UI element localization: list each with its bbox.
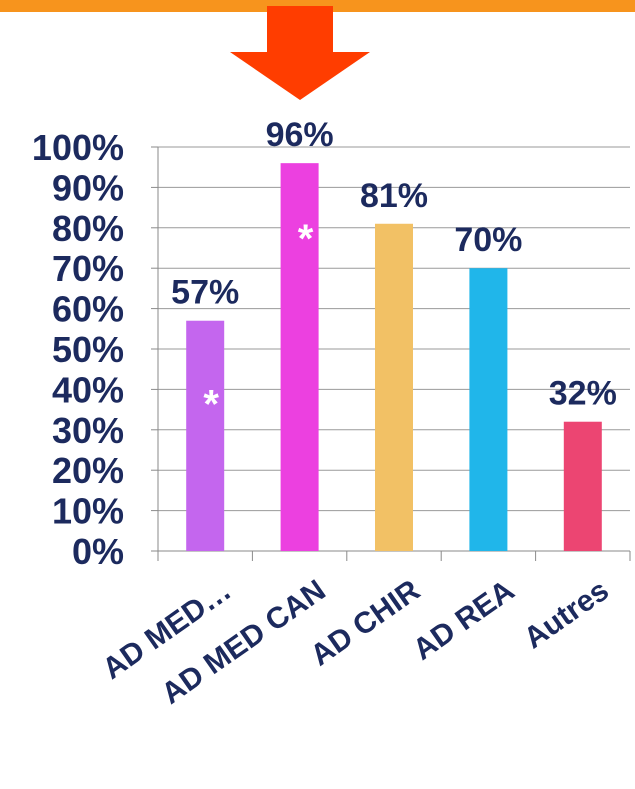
bar	[186, 320, 225, 551]
down-arrow-icon	[230, 6, 370, 100]
value-label: 81%	[360, 177, 428, 215]
value-label: 96%	[266, 116, 334, 154]
x-tick-label: AD MED CAN	[156, 574, 332, 711]
asterisk-marker: *	[203, 383, 219, 427]
value-labels: 57% 96% 81% 70% 32%	[171, 116, 617, 413]
value-label: 70%	[454, 221, 522, 259]
bar	[280, 163, 319, 551]
y-tick-label: 20%	[52, 450, 124, 491]
asterisk-marker: *	[298, 217, 314, 261]
asterisk-markers: **	[203, 217, 313, 427]
x-tick-label: AD REA	[407, 574, 520, 667]
y-tick-label: 80%	[52, 208, 124, 249]
arrow-shape	[230, 6, 370, 100]
y-tick-label: 100%	[32, 127, 124, 168]
bar	[375, 223, 413, 551]
x-tick-label: Autres	[518, 574, 615, 656]
bar	[563, 421, 602, 551]
y-tick-label: 0%	[72, 531, 124, 572]
y-tick-label: 60%	[52, 289, 124, 330]
y-tick-label: 90%	[52, 167, 124, 208]
bars	[186, 163, 602, 551]
value-label: 57%	[171, 274, 239, 312]
y-tick-labels: 0%10%20%30%40%50%60%70%80%90%100%	[32, 127, 124, 572]
y-tick-label: 30%	[52, 410, 124, 451]
y-tick-label: 70%	[52, 248, 124, 289]
bar	[469, 268, 508, 551]
y-tick-label: 40%	[52, 369, 124, 410]
value-label: 32%	[549, 375, 617, 413]
y-tick-label: 50%	[52, 329, 124, 370]
y-tick-label: 10%	[52, 491, 124, 532]
